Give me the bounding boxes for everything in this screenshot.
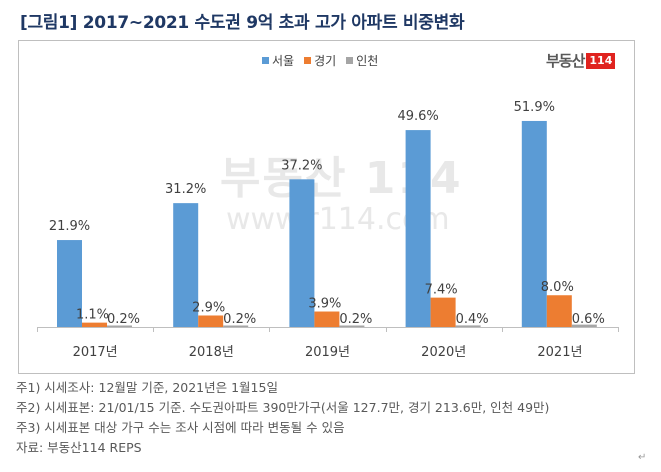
x-tick-label: 2017년 [73, 345, 118, 360]
legend-label-gyeonggi: 경기 [314, 54, 337, 68]
footnote-1: 주1) 시세조사: 12월말 기준, 2021년은 1월15일 [16, 380, 278, 395]
source-note: 자료: 부동산114 REPS [16, 440, 142, 455]
footnote-2: 주2) 시세표본: 21/01/15 기준. 수도권아파트 390만가구(서울 … [16, 400, 550, 415]
brand-logo: 부동산 114 [546, 50, 616, 71]
bar-gyeonggi-2019 [314, 311, 340, 327]
legend-item-incheon: 인천 [346, 52, 378, 69]
data-label-seoul-2021: 51.9% [514, 100, 555, 115]
data-label-incheon-2018: 0.2% [223, 312, 256, 327]
data-label-incheon-2019: 0.2% [339, 312, 372, 327]
x-tick-label: 2020년 [421, 345, 466, 360]
bar-seoul-2020 [405, 130, 431, 327]
chart-legend: 서울 경기 인천 [262, 52, 378, 69]
brand-logo-badge: 114 [586, 52, 616, 69]
data-label-seoul-2018: 31.2% [165, 182, 206, 197]
bar-gyeonggi-2017 [82, 322, 107, 327]
legend-swatch-seoul [262, 57, 269, 64]
data-label-incheon-2021: 0.6% [572, 312, 605, 327]
brand-logo-text: 부동산 [546, 52, 585, 70]
legend-item-seoul: 서울 [262, 52, 294, 69]
bar-incheon-2018 [223, 325, 249, 327]
data-label-gyeonggi-2021: 8.0% [541, 280, 574, 295]
bar-seoul-2019 [289, 179, 315, 327]
bar-incheon-2019 [339, 325, 365, 327]
bar-incheon-2021 [571, 324, 597, 327]
bar-seoul-2021 [521, 120, 547, 327]
legend-label-seoul: 서울 [272, 54, 295, 68]
bar-gyeonggi-2020 [430, 297, 456, 327]
bar-incheon-2020 [455, 325, 481, 327]
legend-label-incheon: 인천 [356, 54, 379, 68]
data-label-seoul-2019: 37.2% [281, 158, 322, 173]
data-label-gyeonggi-2020: 7.4% [425, 283, 458, 298]
data-label-gyeonggi-2017: 1.1% [76, 308, 109, 323]
data-label-gyeonggi-2019: 3.9% [308, 297, 341, 312]
data-label-incheon-2017: 0.2% [107, 312, 140, 327]
bar-gyeonggi-2021 [546, 295, 572, 327]
x-tick-label: 2019년 [305, 345, 350, 360]
data-label-gyeonggi-2018: 2.9% [192, 300, 225, 315]
footnotes: 주1) 시세조사: 12월말 기준, 2021년은 1월15일 주2) 시세표본… [16, 378, 549, 458]
x-tick-label: 2018년 [189, 345, 234, 360]
data-label-incheon-2020: 0.4% [456, 312, 489, 327]
bar-seoul-2018 [173, 203, 199, 327]
bar-gyeonggi-2018 [198, 315, 224, 327]
legend-item-gyeonggi: 경기 [304, 52, 336, 69]
paragraph-return-mark: ↵ [638, 452, 647, 463]
data-label-seoul-2017: 21.9% [49, 219, 90, 234]
legend-swatch-gyeonggi [304, 57, 312, 64]
legend-swatch-incheon [346, 57, 354, 64]
data-label-seoul-2020: 49.6% [397, 109, 438, 124]
footnote-3: 주3) 시세표본 대상 가구 수는 조사 시점에 따라 변동될 수 있음 [16, 420, 345, 435]
bar-seoul-2017 [57, 240, 82, 327]
bar-incheon-2017 [107, 325, 132, 327]
x-tick-label: 2021년 [537, 345, 582, 360]
figure-title: [그림1] 2017~2021 수도권 9억 초과 고가 아파트 비중변화 [20, 13, 465, 33]
